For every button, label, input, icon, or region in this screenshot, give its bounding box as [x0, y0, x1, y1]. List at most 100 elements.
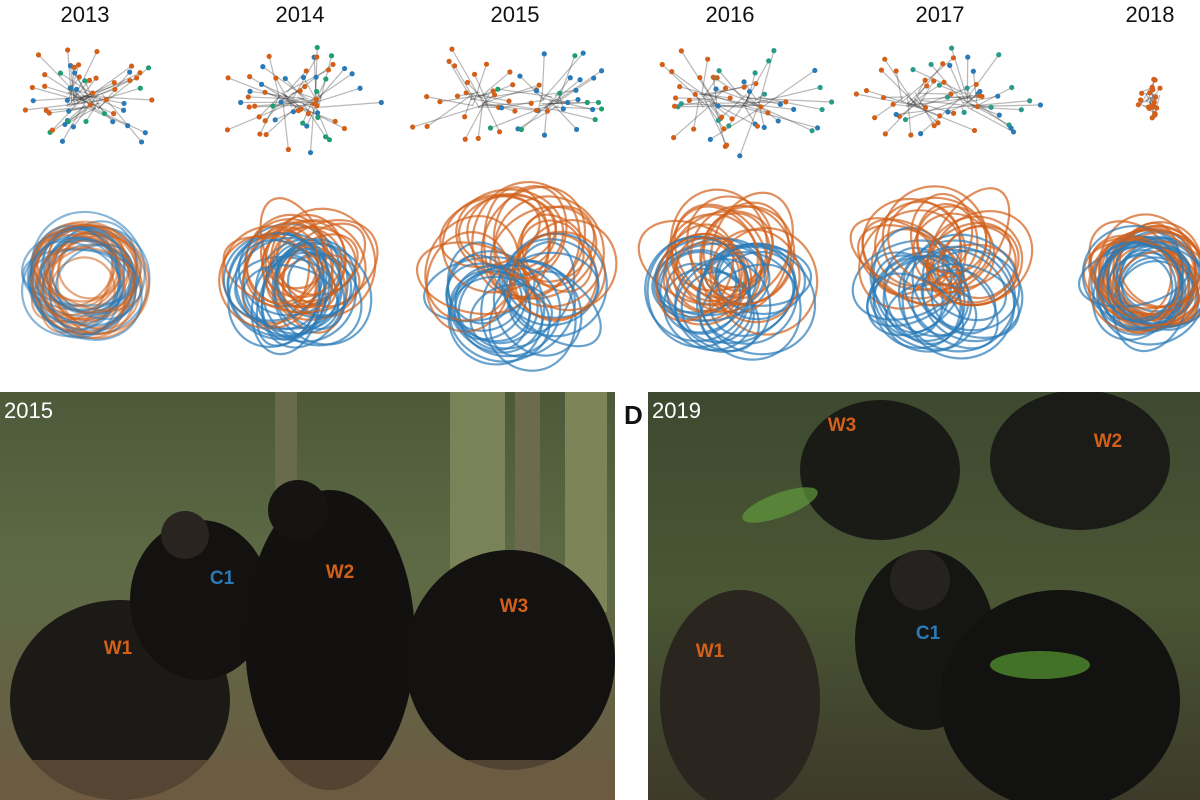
range-loop: [218, 234, 318, 330]
edge: [972, 71, 978, 103]
node: [224, 127, 231, 133]
node: [964, 85, 970, 91]
node: [659, 61, 665, 68]
node: [326, 137, 333, 143]
edge: [68, 102, 101, 112]
individual-label: W1: [104, 638, 133, 659]
node: [110, 111, 117, 117]
node: [754, 123, 761, 129]
node: [111, 80, 117, 86]
node: [300, 120, 306, 126]
node: [341, 65, 348, 72]
edge: [701, 86, 745, 96]
edge: [68, 72, 141, 108]
edge: [693, 98, 700, 130]
edge: [84, 77, 97, 93]
node: [575, 96, 581, 103]
edge: [974, 104, 1041, 108]
edge: [501, 99, 545, 109]
node: [1018, 107, 1024, 113]
network-row: [22, 44, 1163, 159]
edge: [949, 65, 966, 102]
node: [533, 107, 540, 113]
edge: [310, 87, 361, 105]
individual-label: W2: [1094, 431, 1123, 452]
node: [669, 69, 675, 75]
edge: [80, 80, 131, 104]
edge: [917, 92, 951, 95]
node: [544, 108, 551, 114]
edge: [44, 74, 77, 96]
node: [814, 125, 821, 131]
node: [22, 107, 28, 113]
edge: [715, 88, 757, 105]
node: [995, 93, 1001, 99]
year-label: 2017: [916, 2, 965, 27]
node: [313, 96, 319, 102]
node: [127, 77, 133, 84]
range-loop: [1097, 242, 1184, 330]
node: [945, 109, 951, 115]
node: [94, 48, 100, 55]
node: [328, 53, 335, 59]
node: [707, 136, 713, 142]
edge: [884, 58, 917, 108]
range-loop: [674, 257, 772, 353]
year-label: 2014: [276, 2, 325, 27]
edge: [758, 96, 823, 111]
edge: [912, 69, 968, 96]
node: [1152, 94, 1159, 100]
node: [809, 128, 815, 134]
edge: [283, 69, 329, 93]
edge: [426, 92, 476, 127]
edge: [412, 103, 488, 128]
edge: [472, 64, 488, 106]
node: [82, 78, 88, 84]
node: [1037, 102, 1044, 108]
edge: [718, 70, 745, 102]
range-loop: [415, 241, 530, 316]
range-loop: [274, 249, 346, 331]
node: [1009, 84, 1015, 91]
edge: [544, 106, 596, 121]
node: [937, 113, 943, 119]
node: [721, 126, 727, 132]
node: [246, 104, 252, 110]
node: [49, 127, 56, 133]
range-loop: [1106, 254, 1174, 323]
edge: [313, 57, 318, 103]
node: [761, 124, 767, 131]
node: [560, 106, 566, 112]
edge: [866, 90, 912, 105]
node: [263, 131, 269, 138]
edge: [748, 86, 821, 105]
edge: [76, 88, 100, 110]
node: [341, 125, 348, 132]
edge: [482, 84, 540, 104]
range-loop: [1077, 244, 1191, 308]
node: [449, 46, 455, 52]
edge: [711, 101, 786, 104]
edge: [541, 53, 545, 97]
node: [944, 94, 951, 100]
node: [314, 44, 320, 51]
range-loop: [276, 238, 357, 319]
individual-label: C1: [916, 623, 941, 644]
node: [557, 90, 563, 96]
range-loop: [902, 254, 999, 350]
edge: [295, 103, 345, 130]
node: [127, 69, 133, 75]
node: [83, 118, 89, 125]
photo-left: [0, 392, 615, 800]
edge: [426, 96, 473, 107]
node: [424, 123, 430, 130]
edge: [289, 85, 306, 97]
edge: [742, 102, 756, 125]
edge: [899, 103, 917, 117]
edge: [709, 82, 756, 96]
node: [598, 106, 605, 112]
edge: [72, 51, 98, 101]
edge: [46, 106, 87, 111]
individual-label: W2: [326, 562, 355, 583]
node: [719, 114, 725, 120]
